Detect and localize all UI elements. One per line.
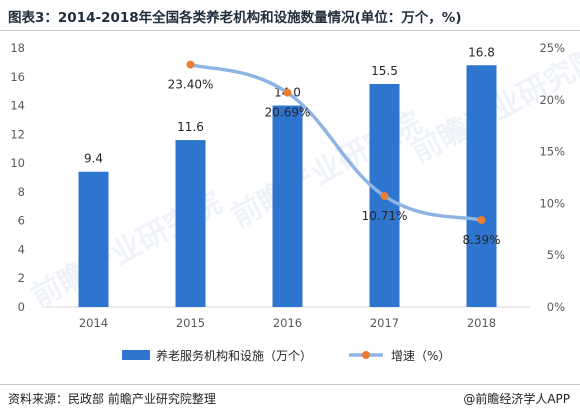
legend-bar-swatch: [122, 350, 150, 360]
left-tick-label: 16: [10, 70, 25, 84]
right-tick-label: 20%: [539, 93, 565, 107]
bar-data-label: 9.4: [84, 152, 103, 166]
right-tick-label: 0%: [547, 300, 565, 314]
right-tick-label: 25%: [539, 41, 565, 55]
left-tick-label: 12: [10, 127, 25, 141]
legend-bar-label: 养老服务机构和设施（万个）: [156, 348, 312, 363]
brand-credit: @前瞻经济学人APP: [463, 392, 570, 406]
bar: [272, 105, 303, 307]
left-tick-label: 2: [18, 271, 25, 285]
growth-point: [380, 192, 389, 201]
right-tick-label: 10%: [539, 196, 565, 210]
left-tick-label: 18: [10, 41, 25, 55]
left-tick-label: 0: [18, 300, 25, 314]
bar-data-label: 16.8: [468, 45, 495, 59]
x-tick-label: 2018: [467, 316, 496, 330]
left-tick-label: 8: [18, 185, 25, 199]
growth-line: [188, 62, 484, 222]
growth-point: [186, 60, 195, 69]
left-tick-label: 10: [10, 156, 25, 170]
left-tick-label: 4: [18, 242, 25, 256]
source-note: 资料来源：民政部 前瞻产业研究院整理: [8, 392, 216, 406]
bar: [466, 65, 497, 308]
growth-point: [477, 216, 486, 225]
bar-data-label: 15.5: [371, 64, 398, 78]
combo-chart: 0 2 4 6 8 10 12 14 16 18 0% 5% 10% 15% 20% 25% 2014 2015 2…: [10, 41, 565, 363]
right-tick-label: 5%: [547, 248, 565, 262]
x-tick-label: 2015: [176, 316, 205, 330]
bar: [78, 171, 109, 307]
left-tick-label: 6: [18, 214, 25, 228]
growth-data-label: 10.71%: [362, 209, 408, 223]
chart-title: 图表3：2014-2018年全国各类养老机构和设施数量情况(单位：万个，%): [8, 10, 462, 26]
growth-data-label: 8.39%: [462, 233, 500, 247]
legend-line-label: 增速（%）: [391, 349, 450, 363]
bar-data-label: 11.6: [177, 120, 204, 134]
growth-data-label: 23.40%: [168, 78, 214, 92]
x-tick-label: 2016: [273, 316, 302, 330]
footer-divider: [0, 384, 580, 385]
legend-line-marker: [362, 351, 370, 359]
x-tick-label: 2014: [79, 316, 108, 330]
title-divider: [0, 30, 580, 31]
growth-data-label: 20.69%: [265, 106, 311, 120]
left-tick-label: 14: [10, 99, 25, 113]
right-tick-label: 15%: [539, 145, 565, 159]
bar: [175, 140, 206, 307]
growth-point: [283, 88, 292, 97]
x-tick-label: 2017: [370, 316, 399, 330]
